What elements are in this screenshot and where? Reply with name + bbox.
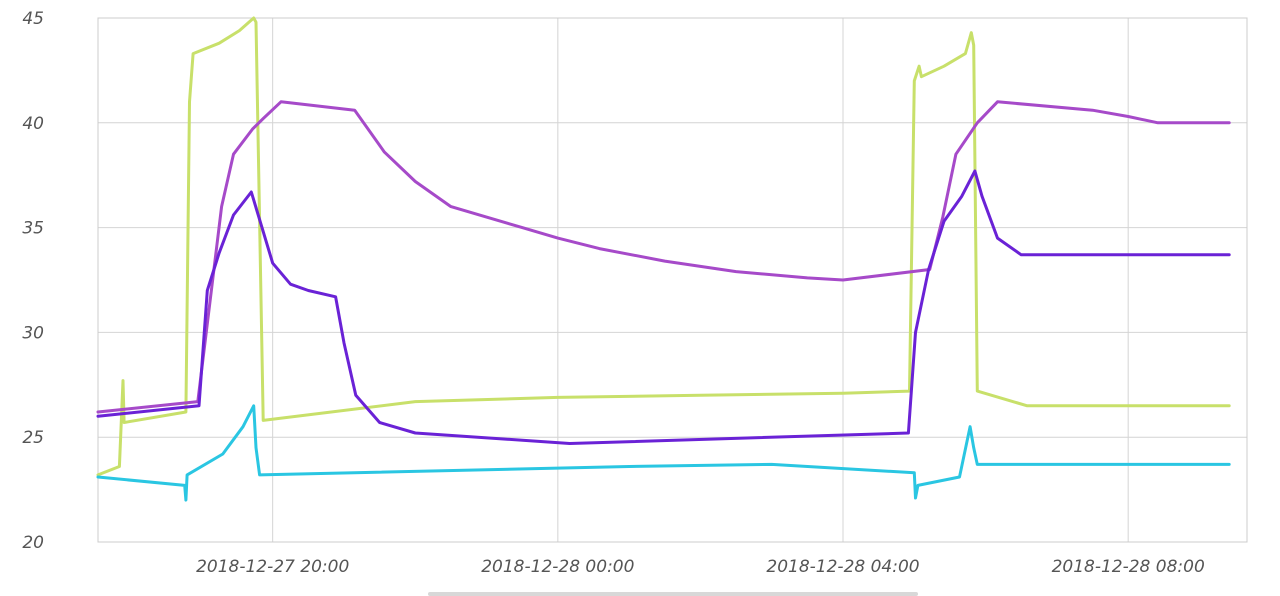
series-line-1 [96, 16, 1231, 477]
axes: 20 25 30 35 40 45 2018-12-27 20:00 2018-12-28 0… [22, 9, 1204, 577]
y-tick-label: 45 [22, 9, 44, 29]
x-tick-label: 2018-12-28 04:00 [766, 557, 919, 577]
x-tick-label: 2018-12-28 00:00 [481, 557, 634, 577]
x-tick-label: 2018-12-27 20:00 [196, 557, 349, 577]
grid [97, 17, 1248, 543]
y-tick-label: 30 [22, 323, 44, 343]
horizontal-scrollbar[interactable] [428, 592, 918, 596]
y-tick-label: 20 [22, 533, 44, 553]
series-line-2 [96, 100, 1231, 414]
y-tick-label: 40 [22, 114, 44, 134]
y-tick-label: 35 [22, 219, 44, 239]
series-lines [96, 16, 1231, 502]
plot-frame [97, 17, 1248, 543]
y-tick-label: 25 [22, 428, 44, 448]
x-tick-label: 2018-12-28 08:00 [1052, 557, 1205, 577]
series-line-3 [96, 169, 1231, 445]
series-line-4 [96, 404, 1231, 502]
